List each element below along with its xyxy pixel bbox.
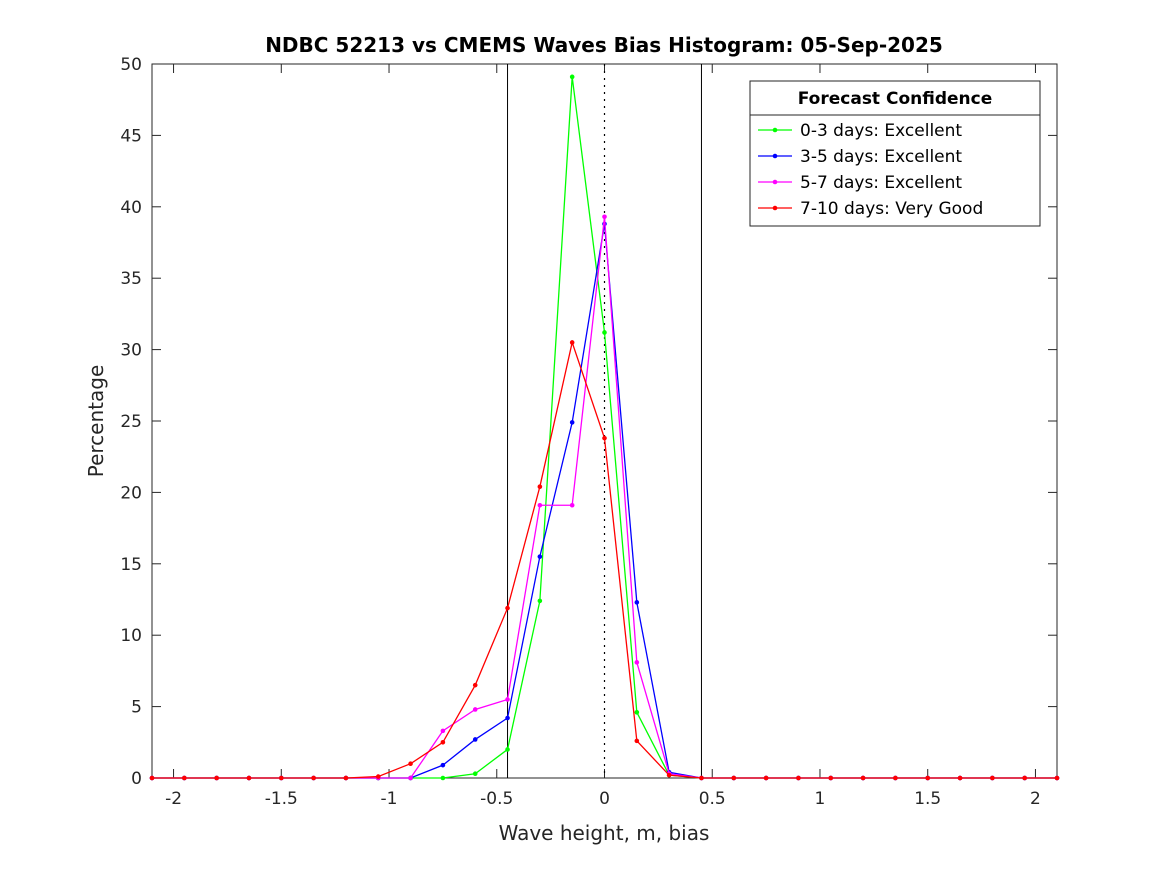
legend-label: 5-7 days: Excellent xyxy=(800,173,962,193)
data-point xyxy=(569,340,575,345)
data-point xyxy=(408,761,413,767)
y-tick-label: 50 xyxy=(120,55,142,75)
data-point xyxy=(343,775,349,781)
data-point xyxy=(860,775,866,781)
data-point xyxy=(182,775,187,781)
data-point xyxy=(505,715,510,721)
x-tick-label: -2 xyxy=(165,789,182,809)
data-point xyxy=(214,775,219,781)
data-point xyxy=(149,775,155,781)
legend-entry: 5-7 days: Excellent xyxy=(758,173,962,193)
y-axis-label: Percentage xyxy=(84,365,108,478)
data-point xyxy=(537,554,543,559)
data-point xyxy=(634,710,640,715)
data-point xyxy=(602,214,607,220)
data-point xyxy=(990,775,995,781)
data-point xyxy=(472,682,478,688)
data-point xyxy=(731,775,737,781)
x-tick-label: 0 xyxy=(599,789,610,809)
legend-marker xyxy=(772,179,778,185)
data-point xyxy=(634,738,640,744)
y-tick-label: 25 xyxy=(120,412,142,432)
data-point xyxy=(634,600,640,605)
data-point xyxy=(375,774,381,779)
series-4 xyxy=(149,340,1060,781)
data-point xyxy=(666,772,672,778)
data-point xyxy=(569,502,575,508)
data-point xyxy=(893,775,898,781)
chart-title: NDBC 52213 vs CMEMS Waves Bias Histogram… xyxy=(265,33,943,57)
data-point xyxy=(472,737,478,742)
data-point xyxy=(537,502,543,508)
data-point xyxy=(699,775,704,781)
data-point xyxy=(828,775,834,781)
y-tick-label: 5 xyxy=(131,698,142,718)
legend-marker xyxy=(772,205,778,211)
x-tick-label: -1.5 xyxy=(265,789,298,809)
legend-entry: 0-3 days: Excellent xyxy=(758,121,962,141)
y-tick-label: 30 xyxy=(120,341,142,361)
data-point xyxy=(763,775,769,781)
y-tick-label: 15 xyxy=(120,555,142,575)
data-point xyxy=(505,697,510,702)
data-point xyxy=(505,747,510,752)
x-tick-label: 1 xyxy=(815,789,826,809)
y-tick-label: 10 xyxy=(120,626,142,646)
data-point xyxy=(602,435,607,441)
data-point xyxy=(925,775,931,781)
data-point xyxy=(796,775,801,781)
legend-label: 3-5 days: Excellent xyxy=(800,147,962,167)
x-axis-label: Wave height, m, bias xyxy=(499,821,710,845)
data-point xyxy=(440,775,446,781)
data-point xyxy=(408,775,413,781)
y-tick-label: 20 xyxy=(120,483,142,503)
legend-entry: 3-5 days: Excellent xyxy=(758,147,962,167)
x-tick-label: -1 xyxy=(381,789,398,809)
data-point xyxy=(569,420,575,425)
legend-marker xyxy=(772,153,778,159)
legend-entry: 7-10 days: Very Good xyxy=(758,199,983,219)
data-point xyxy=(440,740,446,745)
data-point xyxy=(602,330,607,335)
legend-box xyxy=(749,80,1041,227)
y-tick-label: 45 xyxy=(120,126,142,146)
legend-label: 0-3 days: Excellent xyxy=(800,121,962,141)
data-point xyxy=(472,771,478,777)
data-point xyxy=(311,775,316,781)
data-point xyxy=(278,775,284,781)
x-tick-label: 2 xyxy=(1030,789,1041,809)
data-point xyxy=(569,74,575,80)
data-point xyxy=(505,605,510,611)
y-tick-label: 0 xyxy=(131,769,142,789)
legend-title: Forecast Confidence xyxy=(798,89,993,109)
data-point xyxy=(1022,775,1027,781)
data-point xyxy=(537,598,543,604)
legend: Forecast Confidence 0-3 days: Excellent 3… xyxy=(749,80,1041,227)
data-point xyxy=(246,775,252,781)
y-tick-label: 40 xyxy=(120,198,142,218)
data-point xyxy=(440,762,446,768)
data-point xyxy=(957,775,963,781)
data-point xyxy=(440,728,446,734)
legend-marker xyxy=(772,127,778,133)
legend-label: 7-10 days: Very Good xyxy=(800,199,983,219)
x-tick-label: -0.5 xyxy=(480,789,513,809)
data-point xyxy=(537,484,543,489)
data-point xyxy=(472,707,478,712)
x-tick-label: 1.5 xyxy=(914,789,941,809)
y-tick-label: 35 xyxy=(120,269,142,289)
x-tick-label: 0.5 xyxy=(699,789,726,809)
data-point xyxy=(1054,775,1060,781)
data-point xyxy=(634,660,640,665)
